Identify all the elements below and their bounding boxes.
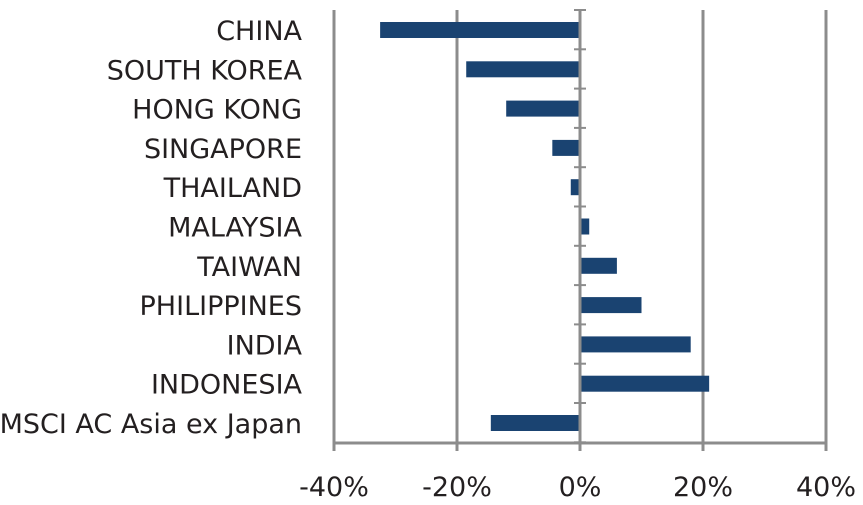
category-label-5: MALAYSIA <box>168 213 302 244</box>
category-label-2: HONG KONG <box>132 95 302 126</box>
category-label-1: SOUTH KOREA <box>107 55 303 86</box>
x-tick-label-0: -40% <box>299 472 369 503</box>
category-label-10: MSCI AC Asia ex Japan <box>0 409 302 440</box>
bar-7 <box>580 297 642 314</box>
x-tick-labels: -40% -20% 0% 20% 40% <box>299 472 856 503</box>
category-label-4: THAILAND <box>163 173 302 204</box>
category-labels: CHINA SOUTH KOREA HONG KONG SINGAPORE THAILA… <box>0 16 303 440</box>
x-tick-label-1: -20% <box>422 472 492 503</box>
bar-2 <box>506 100 580 117</box>
x-tick-label-4: 40% <box>796 472 856 503</box>
bar-3 <box>552 139 580 156</box>
category-label-7: PHILIPPINES <box>140 291 302 322</box>
bar-1 <box>466 61 580 78</box>
category-label-6: TAIWAN <box>196 252 302 283</box>
gridlines <box>332 10 828 443</box>
bar-8 <box>580 336 691 353</box>
bars <box>380 22 710 431</box>
x-tick-label-3: 20% <box>673 472 733 503</box>
bar-10 <box>490 415 580 431</box>
bar-9 <box>580 375 710 392</box>
category-label-0: CHINA <box>216 16 302 47</box>
category-label-8: INDIA <box>227 330 303 361</box>
axes <box>332 9 828 451</box>
category-label-3: SINGAPORE <box>144 134 302 165</box>
bar-5 <box>580 218 590 235</box>
bar-4 <box>570 179 580 196</box>
bar-6 <box>580 257 617 274</box>
category-label-9: INDONESIA <box>151 370 303 401</box>
bar-0 <box>380 22 580 38</box>
x-tick-label-2: 0% <box>559 472 602 503</box>
